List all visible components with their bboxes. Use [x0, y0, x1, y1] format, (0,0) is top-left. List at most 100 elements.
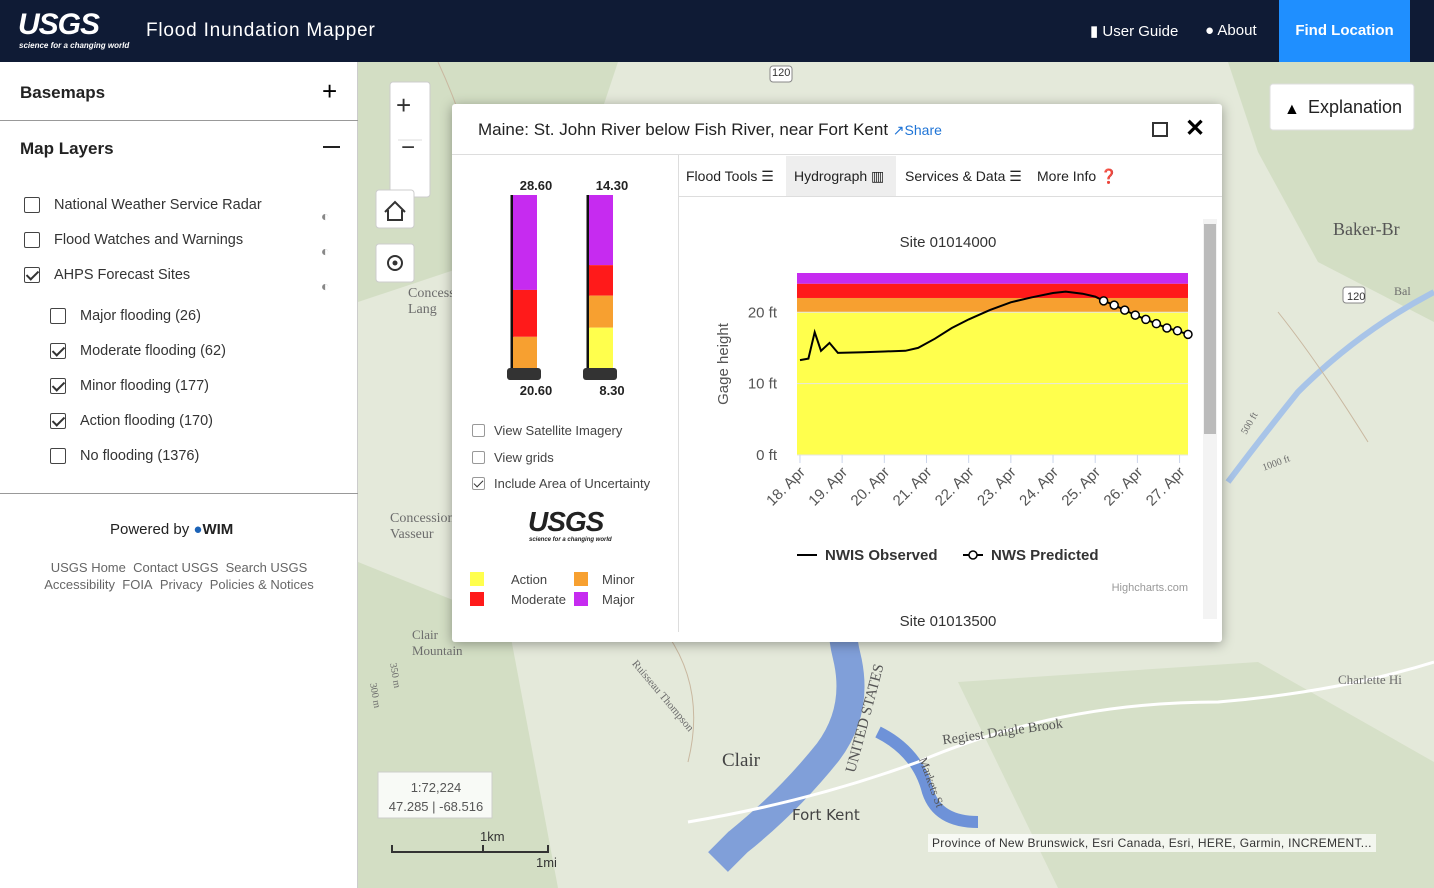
powered-text: Powered by [110, 521, 190, 538]
y-axis-label: Gage height [715, 322, 732, 405]
expand-icon[interactable]: + [322, 76, 338, 106]
sublayer-toggle[interactable]: Minor flooding (177) [50, 378, 209, 395]
maximize-button[interactable] [1152, 122, 1168, 137]
footer-link[interactable]: USGS Home [50, 560, 126, 575]
road-shield: 120 [772, 67, 791, 79]
sublayer-toggle[interactable]: No flooding (1376) [50, 448, 199, 465]
logo[interactable]: USGS [18, 8, 100, 41]
checkbox[interactable] [50, 413, 66, 429]
footer-link[interactable]: Search USGS [225, 560, 308, 575]
option-toggle[interactable]: View grids [472, 450, 554, 465]
legend-swatch [470, 572, 484, 586]
legend-marker [968, 550, 978, 560]
gauge-segment [589, 295, 613, 328]
map-label: Clair [722, 750, 760, 771]
x-tick-label: 26. Apr [1101, 464, 1147, 510]
scale-mi: 1mi [536, 855, 557, 870]
forecast-point [1130, 310, 1141, 320]
header: USGS science for a changing world Flood … [0, 0, 1434, 62]
checkbox[interactable] [472, 477, 485, 490]
scale-ratio: 1:72,224 [410, 780, 462, 795]
nav-text: User Guide [1102, 23, 1179, 40]
hydrograph: Site 01014000 0 ft 10 ft 20 ft Gage height 18… [715, 219, 1217, 630]
nav-about[interactable]: ● About [1205, 22, 1257, 39]
forecast-point [1098, 296, 1109, 306]
x-tick-label: 22. Apr [932, 464, 978, 510]
logo-tagline: science for a changing world [19, 41, 130, 50]
tab-active[interactable]: Hydrograph ▥ [786, 156, 896, 196]
explanation-button[interactable]: Explanation [1308, 97, 1403, 117]
legend-swatch [574, 592, 588, 606]
scale-km: 1km [480, 829, 505, 844]
share-link[interactable]: ↗Share [892, 122, 942, 138]
x-tick-label: 19. Apr [805, 464, 851, 510]
checkbox[interactable] [50, 378, 66, 394]
close-button[interactable]: ✕ [1185, 115, 1206, 142]
layer-toggle[interactable]: AHPS Forecast Sites [24, 267, 190, 284]
gauge-segment [513, 289, 537, 337]
next-site-title: Site 01013500 [900, 613, 997, 630]
title-text: Maine: St. John River below Fish River, … [478, 120, 889, 139]
map-label: Clair Mountain [412, 627, 463, 658]
layer-toggle[interactable]: Flood Watches and Warnings [24, 232, 243, 249]
option-label: Include Area of Uncertainty [494, 476, 651, 491]
footer-link[interactable]: Privacy [159, 577, 203, 592]
map-label: Baker-Br [1333, 219, 1400, 239]
y-tick-label: 0 ft [756, 447, 778, 464]
credits: Highcharts.com [1112, 582, 1188, 594]
sublayer-toggle[interactable]: Major flooding (26) [50, 308, 201, 325]
forecast-point [1151, 318, 1162, 329]
sublayer-label: Action flooding (170) [80, 413, 213, 429]
wim-logo[interactable]: WIM [202, 521, 234, 538]
sublayer-toggle[interactable]: Moderate flooding (62) [50, 343, 226, 360]
tab[interactable]: More Info ❓ [1037, 168, 1118, 184]
checkbox[interactable] [50, 448, 66, 464]
opacity-icons[interactable]: ◐ ◐ ◐ [321, 208, 330, 294]
checkbox[interactable] [24, 197, 40, 213]
nav-user-guide[interactable]: ▮ User Guide [1090, 23, 1179, 40]
svg-text:+: + [396, 90, 411, 120]
gauge-base [583, 368, 617, 380]
option-label: View grids [494, 450, 554, 465]
gauge-max: 14.30 [596, 178, 629, 193]
basemaps-heading[interactable]: Basemaps [20, 83, 106, 102]
site-popup: Maine: St. John River below Fish River, … [452, 104, 1222, 642]
checkbox[interactable] [24, 267, 40, 283]
legend-item: Major [574, 592, 635, 607]
layer-toggle[interactable]: National Weather Service Radar [24, 197, 262, 214]
x-tick-label: 20. Apr [847, 464, 893, 510]
checkbox[interactable] [472, 424, 485, 437]
road-shield: 120 [1347, 291, 1366, 303]
map-label: Charlette Hi [1338, 672, 1402, 687]
checkbox[interactable] [50, 308, 66, 324]
chart-title: Site 01014000 [900, 234, 997, 251]
footer-link[interactable]: Accessibility [44, 577, 116, 592]
gauge-min: 8.30 [599, 383, 624, 398]
y-tick-label: 10 ft [748, 376, 778, 393]
tab[interactable]: Flood Tools ☰ [686, 168, 774, 184]
footer-link[interactable]: Policies & Notices [209, 577, 314, 592]
option-toggle[interactable]: View Satellite Imagery [472, 423, 622, 438]
checkbox[interactable] [50, 343, 66, 359]
share-text: Share [904, 122, 942, 138]
footer-link[interactable]: Contact USGS [133, 560, 219, 575]
legend-item: Moderate [470, 592, 566, 607]
map-scale: 1:72,224 47.285 | -68.516 [380, 778, 492, 816]
legend-label: Moderate [511, 592, 566, 607]
layer-label: Flood Watches and Warnings [54, 232, 244, 248]
explanation-icon: ▲ [1284, 101, 1300, 118]
collapse-icon[interactable] [323, 146, 340, 148]
map-layers-heading[interactable]: Map Layers [20, 139, 114, 158]
tab[interactable]: Services & Data ☰ [905, 168, 1022, 184]
checkbox[interactable] [24, 232, 40, 248]
footer-link[interactable]: FOIA [122, 577, 153, 592]
x-tick-label: 24. Apr [1016, 464, 1062, 510]
sublayer-toggle[interactable]: Action flooding (170) [50, 413, 213, 430]
option-toggle[interactable]: Include Area of Uncertainty [472, 476, 650, 491]
legend-label: Action [511, 572, 548, 587]
usgs-logo: USGS [528, 506, 604, 537]
find-location-button[interactable]: Find Location [1279, 0, 1410, 62]
checkbox[interactable] [472, 451, 485, 464]
gauge-segment [589, 195, 613, 266]
scrollbar-thumb [1204, 224, 1216, 434]
